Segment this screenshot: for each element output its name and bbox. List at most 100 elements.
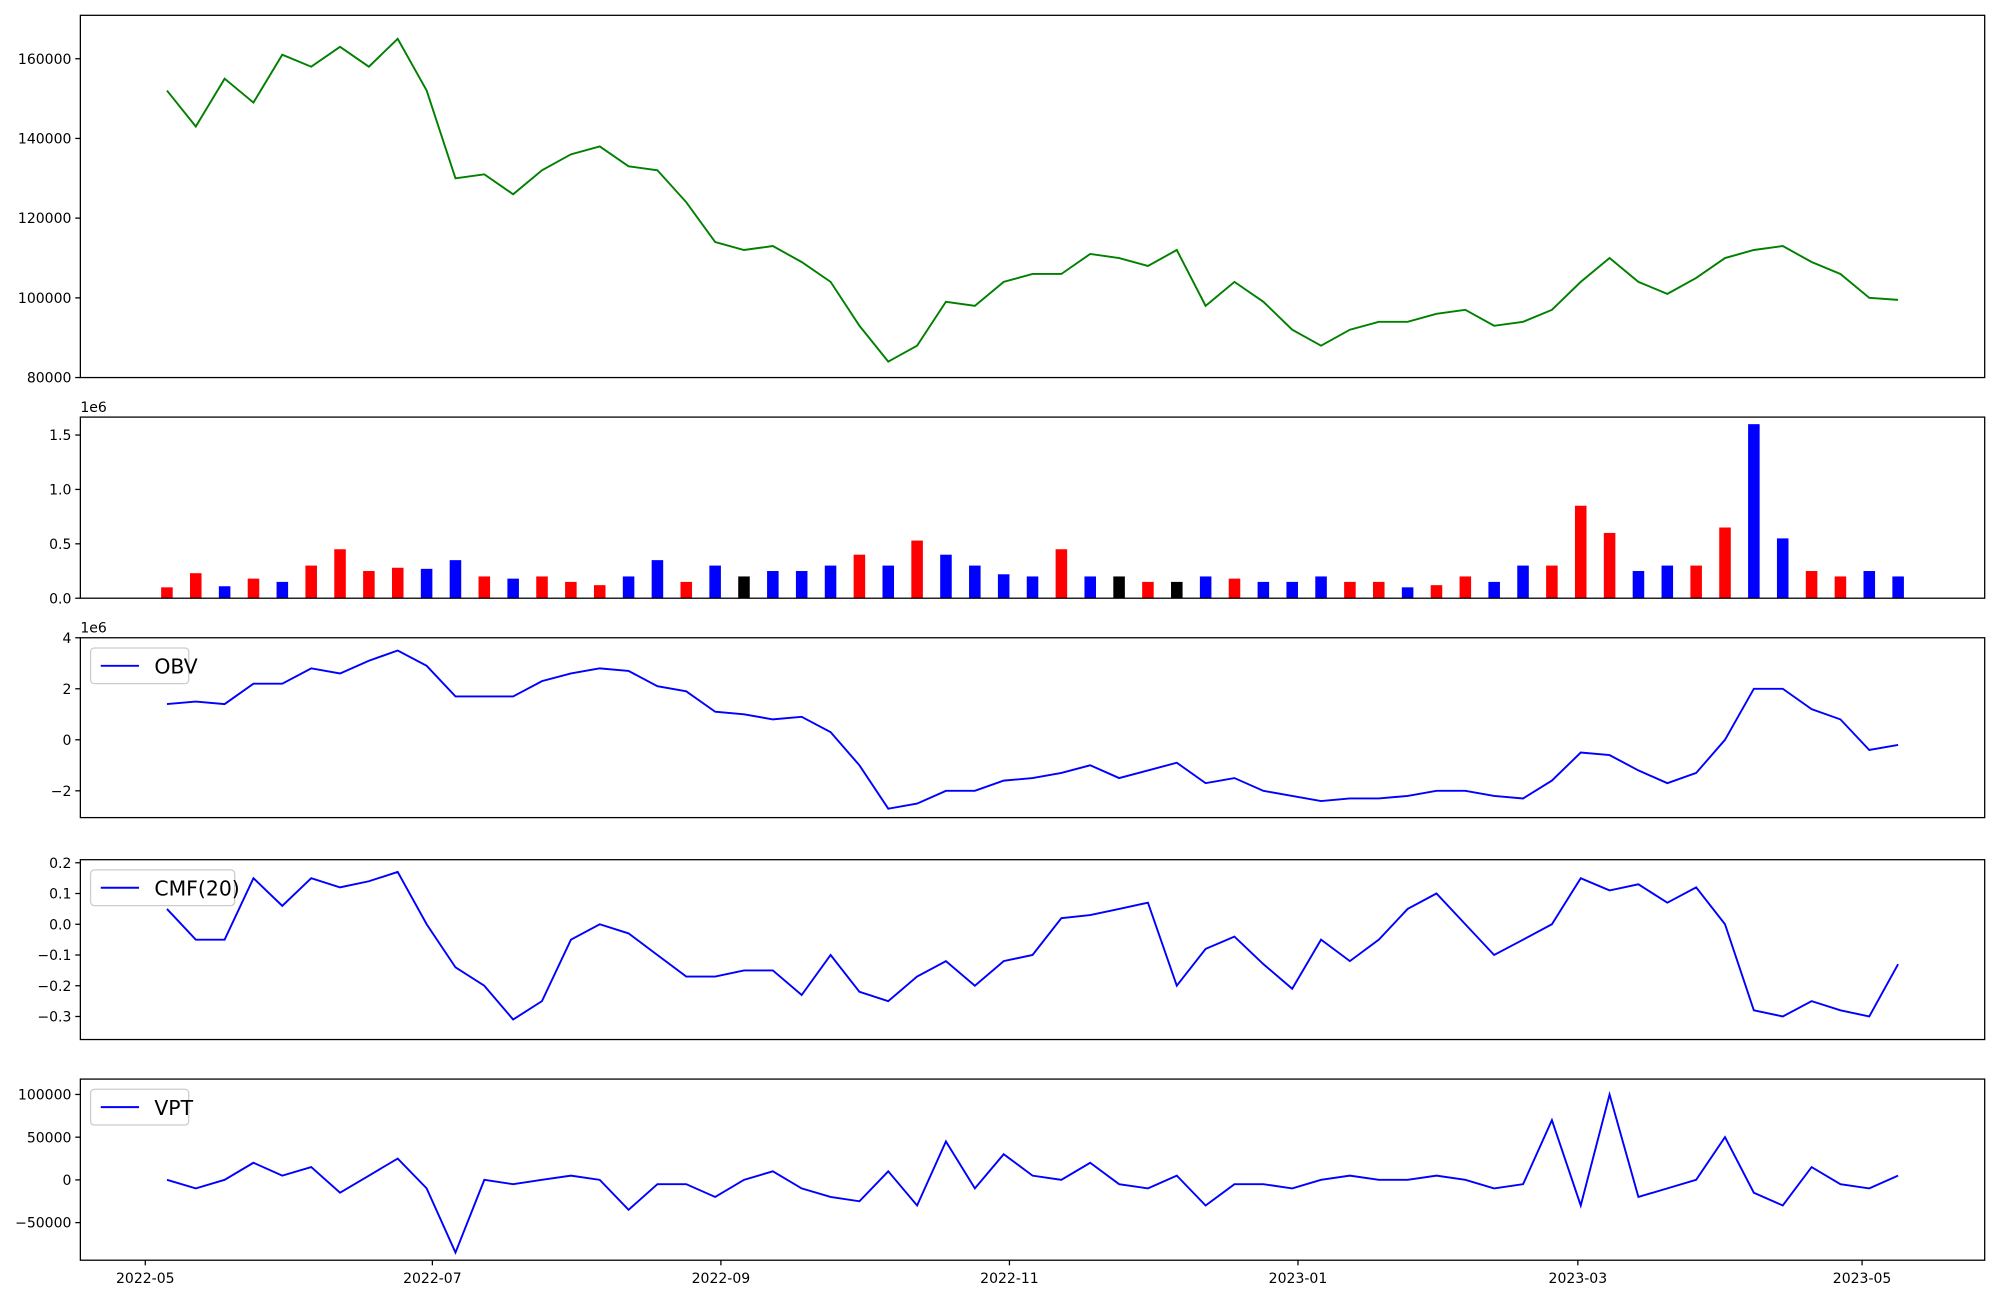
series-line xyxy=(166,37,1899,363)
bar xyxy=(1430,585,1443,599)
bar xyxy=(507,578,519,599)
bar xyxy=(247,578,260,599)
bar xyxy=(940,554,952,599)
legend-box xyxy=(89,1088,190,1126)
bar xyxy=(1834,576,1847,599)
bar xyxy=(1055,549,1068,599)
bar xyxy=(1574,505,1587,599)
bar xyxy=(1401,587,1414,599)
bar xyxy=(1459,576,1472,599)
bar xyxy=(1113,576,1125,599)
x-tick-label: 2022-05 xyxy=(116,1271,175,1287)
bar xyxy=(449,560,462,599)
bar xyxy=(1257,581,1270,599)
x-tick-label: 2023-03 xyxy=(1549,1271,1608,1287)
axes-frame xyxy=(79,416,1986,599)
y-tick-label: 1.0 xyxy=(49,483,71,499)
bar xyxy=(738,576,750,599)
bar xyxy=(420,568,433,599)
bar xyxy=(709,565,721,599)
y-tick-label: 160000 xyxy=(18,52,72,68)
bar xyxy=(1863,571,1876,599)
bar xyxy=(1748,424,1760,599)
y-tick-label: −2 xyxy=(51,784,72,800)
y-tick-label: 1.5 xyxy=(49,428,71,444)
y-tick-label: −50000 xyxy=(15,1216,71,1232)
series-line xyxy=(166,1090,1899,1256)
bar xyxy=(593,585,606,599)
legend-label: OBV xyxy=(154,654,197,678)
y-tick-label: 120000 xyxy=(18,211,72,227)
bar xyxy=(1517,565,1529,599)
bar xyxy=(1603,532,1616,599)
bar xyxy=(478,576,491,599)
y-tick-label: 0 xyxy=(63,733,72,749)
bar xyxy=(1228,578,1241,599)
y-tick-label: 140000 xyxy=(18,132,72,148)
y-tick-label: 0.0 xyxy=(49,917,71,933)
bar xyxy=(565,581,577,599)
y-tick-label: 0 xyxy=(63,1173,72,1189)
bar xyxy=(1719,527,1731,599)
bar xyxy=(276,581,289,599)
series-line xyxy=(166,870,1899,1021)
y-tick-label: 100000 xyxy=(18,291,72,307)
x-tick-label: 2023-05 xyxy=(1833,1271,1892,1287)
bar xyxy=(1632,571,1645,599)
bar xyxy=(911,540,923,599)
bar xyxy=(1344,581,1356,599)
bar xyxy=(969,565,981,599)
legend-box xyxy=(89,869,236,907)
legend-label: CMF(20) xyxy=(154,876,239,900)
bar xyxy=(1026,576,1039,599)
bar xyxy=(1142,581,1154,599)
y-tick-label: 80000 xyxy=(27,371,72,387)
y-tick-label: 0.1 xyxy=(49,887,71,903)
bar xyxy=(651,560,664,599)
legend-box xyxy=(89,647,190,685)
bar xyxy=(1892,576,1904,599)
y-tick-label: 0.0 xyxy=(49,591,71,607)
bar xyxy=(1372,581,1385,599)
bar xyxy=(190,573,202,599)
bar xyxy=(1199,576,1212,599)
y-tick-label: −0.2 xyxy=(37,979,71,995)
bar xyxy=(391,567,404,599)
bar xyxy=(1171,581,1183,599)
bar xyxy=(536,576,548,599)
axes-frame xyxy=(79,14,1986,379)
bar xyxy=(1690,565,1702,599)
bar xyxy=(1661,565,1674,599)
bar xyxy=(824,565,837,599)
bar xyxy=(853,554,866,599)
bar xyxy=(334,549,346,599)
y-tick-label: 50000 xyxy=(27,1130,72,1146)
x-tick-label: 2022-11 xyxy=(980,1271,1039,1287)
y-tick-label: −0.3 xyxy=(37,1010,71,1026)
y-tick-label: −0.1 xyxy=(37,948,71,964)
y-tick-label: 0.2 xyxy=(49,856,71,872)
bar xyxy=(1488,581,1500,599)
bar xyxy=(997,574,1010,599)
bar xyxy=(161,587,173,599)
x-tick-label: 2023-01 xyxy=(1269,1271,1328,1287)
bar xyxy=(1084,576,1097,599)
bar xyxy=(795,571,808,599)
legend-label: VPT xyxy=(154,1096,193,1120)
bar xyxy=(305,565,317,599)
y-tick-label: 4 xyxy=(63,631,72,647)
bar xyxy=(1776,538,1789,599)
axis-offset: 1e6 xyxy=(80,621,107,637)
y-tick-label: 100000 xyxy=(18,1088,72,1104)
x-tick-label: 2022-07 xyxy=(403,1271,462,1287)
bar xyxy=(622,576,635,599)
bar xyxy=(882,565,895,599)
bar xyxy=(680,581,693,599)
bar xyxy=(363,571,375,599)
bar xyxy=(1546,565,1558,599)
y-tick-label: 0.5 xyxy=(49,537,71,553)
axes-frame xyxy=(79,637,1986,819)
bar xyxy=(767,571,779,599)
